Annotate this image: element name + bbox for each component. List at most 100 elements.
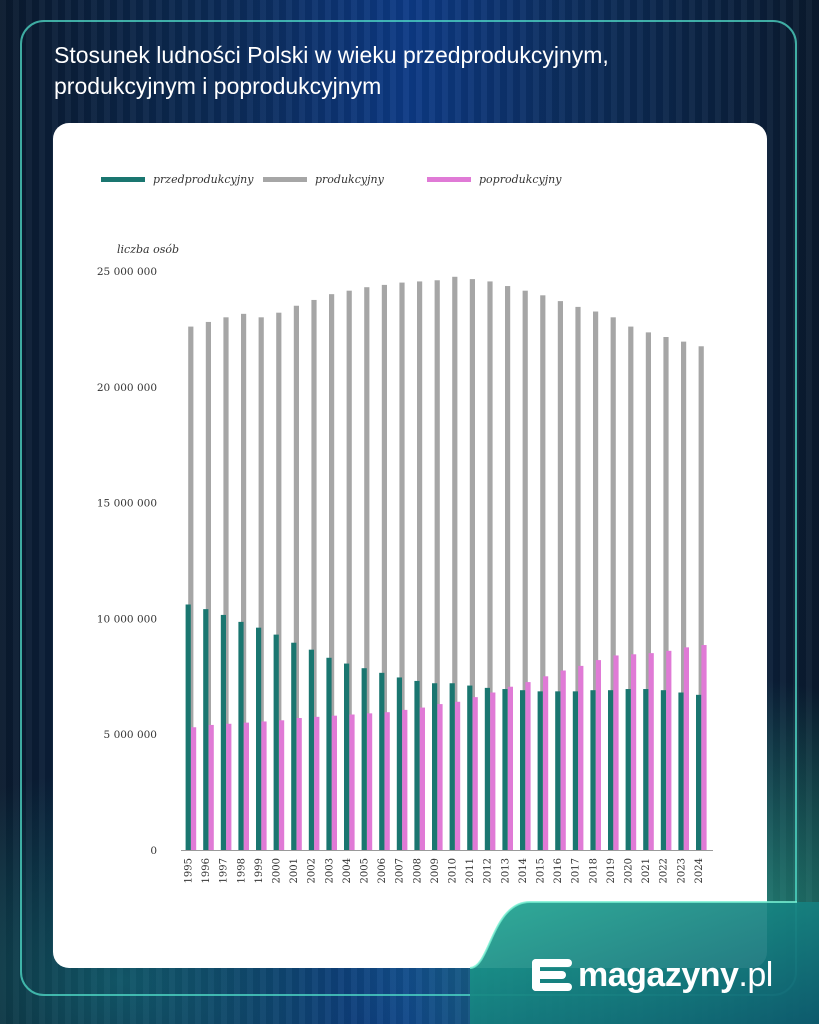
bar-poprodukcyjny-2000 (279, 720, 285, 850)
legend-label-poprodukcyjny: poprodukcyjny (479, 173, 562, 186)
bar-produkcyjny-2009 (434, 280, 440, 850)
x-tick-label: 2021 (641, 858, 652, 883)
bar-przedprodukcyjny-2001 (291, 642, 297, 850)
brand-logo[interactable]: magazyny.pl (530, 950, 773, 1000)
outer-frame (20, 20, 797, 996)
y-tick-label: 5 000 000 (104, 729, 157, 741)
bar-poprodukcyjny-2003 (331, 715, 337, 850)
bar-produkcyjny-2008 (417, 281, 423, 850)
page-title: Stosunek ludności Polski w wieku przedpr… (54, 42, 609, 99)
x-tick-label: 2004 (342, 858, 353, 883)
bar-produkcyjny-2021 (645, 332, 651, 850)
x-tick-label: 2007 (395, 858, 406, 883)
bar-chart: przedprodukcyjny produkcyjny poprodukcyjny… (97, 173, 713, 883)
bar-przedprodukcyjny-2022 (660, 690, 666, 850)
x-tick-label: 2023 (676, 858, 687, 883)
bar-przedprodukcyjny-2011 (467, 685, 473, 850)
x-tick-label: 2013 (500, 858, 511, 883)
bar-przedprodukcyjny-1995 (185, 604, 191, 850)
x-tick-label: 2006 (377, 858, 388, 883)
x-tick-label: 1997 (219, 858, 230, 883)
bar-produkcyjny-2017 (575, 306, 581, 850)
bar-przedprodukcyjny-2002 (308, 649, 314, 850)
x-tick-label: 1999 (254, 858, 265, 883)
bar-produkcyjny-2003 (329, 294, 335, 850)
y-axis-label: liczba osób (117, 243, 179, 256)
bar-przedprodukcyjny-2013 (502, 689, 508, 850)
bar-przedprodukcyjny-2008 (414, 680, 420, 850)
x-tick-label: 2005 (360, 858, 371, 883)
bar-produkcyjny-2018 (593, 311, 599, 850)
bar-przedprodukcyjny-2024 (696, 694, 702, 850)
bar-poprodukcyjny-1998 (243, 722, 249, 850)
bar-przedprodukcyjny-2021 (643, 689, 649, 850)
x-tick-label: 2003 (324, 858, 335, 883)
x-tick-label: 1996 (201, 858, 212, 883)
bar-produkcyjny-2011 (469, 279, 475, 850)
bar-produkcyjny-1998 (241, 313, 247, 850)
bar-przedprodukcyjny-2000 (273, 634, 279, 850)
bar-poprodukcyjny-1999 (261, 721, 267, 850)
bar-produkcyjny-2010 (452, 276, 458, 850)
x-tick-label: 2022 (659, 858, 670, 883)
bar-przedprodukcyjny-2012 (484, 687, 490, 850)
bar-przedprodukcyjny-2009 (432, 683, 438, 850)
chart-card: przedprodukcyjny produkcyjny poprodukcyjny… (53, 123, 767, 968)
bar-przedprodukcyjny-2010 (449, 683, 455, 850)
bar-przedprodukcyjny-2015 (537, 691, 543, 850)
bar-poprodukcyjny-2007 (402, 709, 408, 850)
bar-produkcyjny-2002 (311, 299, 317, 850)
x-tick-label: 1995 (184, 858, 195, 883)
bar-przedprodukcyjny-1996 (203, 609, 209, 850)
x-tick-label: 2002 (307, 858, 318, 883)
y-tick-label: 20 000 000 (97, 382, 157, 394)
bar-poprodukcyjny-2016 (560, 670, 566, 850)
x-tick-label: 2010 (448, 858, 459, 883)
x-tick-label: 2009 (430, 858, 441, 883)
brand-suffix: .pl (738, 955, 773, 994)
bar-poprodukcyjny-2009 (437, 704, 443, 850)
x-tick-label: 2014 (518, 858, 529, 883)
bar-poprodukcyjny-2010 (455, 701, 461, 850)
legend-swatch-produkcyjny (263, 177, 307, 182)
bar-produkcyjny-1997 (223, 317, 229, 850)
bar-poprodukcyjny-2001 (296, 717, 302, 850)
bar-poprodukcyjny-2015 (543, 676, 549, 850)
bar-poprodukcyjny-2004 (349, 714, 355, 850)
bar-produkcyjny-2020 (628, 326, 634, 850)
legend-label-produkcyjny: produkcyjny (315, 173, 385, 186)
bar-przedprodukcyjny-2019 (608, 690, 614, 850)
bar-poprodukcyjny-2002 (314, 716, 320, 850)
bar-poprodukcyjny-1997 (226, 723, 232, 850)
x-tick-label: 2017 (571, 858, 582, 883)
x-tick-label: 2000 (272, 858, 283, 883)
bar-poprodukcyjny-2013 (507, 686, 513, 850)
bar-poprodukcyjny-2005 (367, 713, 373, 850)
bar-produkcyjny-2016 (557, 301, 563, 850)
bar-przedprodukcyjny-2003 (326, 657, 332, 850)
bar-poprodukcyjny-2021 (648, 653, 654, 850)
bar-poprodukcyjny-2018 (595, 660, 601, 850)
bar-produkcyjny-2014 (522, 290, 528, 850)
bar-przedprodukcyjny-2016 (555, 691, 561, 850)
bar-przedprodukcyjny-2007 (396, 677, 402, 850)
bar-przedprodukcyjny-2017 (572, 691, 578, 850)
bar-produkcyjny-1999 (258, 317, 264, 850)
bar-poprodukcyjny-1995 (191, 727, 197, 850)
bar-produkcyjny-2022 (663, 337, 669, 850)
bar-poprodukcyjny-2022 (666, 650, 672, 850)
bar-przedprodukcyjny-2004 (344, 663, 350, 850)
bar-przedprodukcyjny-2018 (590, 690, 596, 850)
legend-swatch-poprodukcyjny (427, 177, 471, 182)
bar-przedprodukcyjny-1999 (256, 627, 262, 850)
bar-poprodukcyjny-2019 (613, 655, 619, 850)
y-tick-label: 10 000 000 (97, 613, 157, 625)
bar-produkcyjny-2024 (698, 346, 704, 850)
bar-przedprodukcyjny-2020 (625, 689, 631, 850)
logo-icon (532, 959, 572, 991)
bar-produkcyjny-2006 (381, 284, 387, 850)
bar-produkcyjny-2005 (364, 287, 370, 850)
bar-przedprodukcyjny-1998 (238, 621, 244, 850)
bar-produkcyjny-2023 (681, 341, 687, 850)
legend-swatch-przedprodukcyjny (101, 177, 145, 182)
